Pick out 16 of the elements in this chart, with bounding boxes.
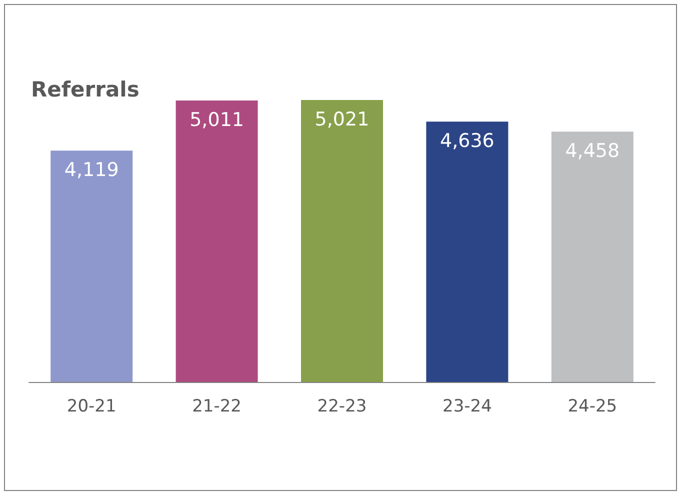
x-tick-label: 24-25	[568, 396, 618, 416]
bar	[426, 122, 508, 382]
bar	[551, 132, 634, 382]
x-tick-label: 20-21	[66, 396, 116, 416]
chart-title: Referrals	[31, 78, 140, 102]
x-tick-label: 23-24	[442, 396, 492, 416]
data-label: 4,636	[440, 130, 494, 152]
bar	[301, 100, 383, 382]
bar	[176, 100, 258, 382]
x-tick-label: 21-22	[192, 396, 242, 416]
data-label: 4,458	[565, 140, 620, 162]
bar	[50, 150, 133, 382]
x-tick-label: 22-23	[317, 396, 367, 416]
data-label: 5,011	[190, 109, 244, 132]
data-label: 5,021	[314, 108, 370, 130]
data-label: 4,119	[64, 159, 119, 182]
